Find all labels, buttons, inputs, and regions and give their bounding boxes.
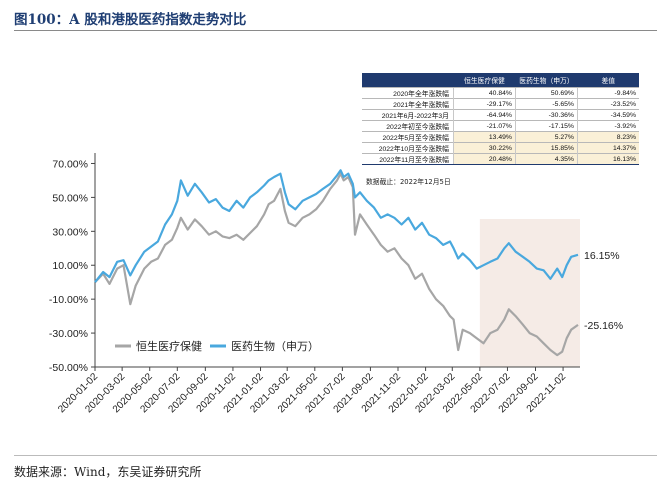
table-header-row: 恒生医疗保健 医药生物（申万） 差值 (362, 73, 639, 88)
table-cell-sw: 5.27% (514, 131, 578, 143)
y-tick-label: 10.00% (52, 260, 88, 272)
table-cell-sw: 50.69% (514, 87, 578, 99)
figure-title: 图100：A 股和港股医药指数走势对比 (14, 12, 247, 28)
table-header-diff: 差值 (577, 73, 639, 88)
y-tick-label: -10.00% (49, 294, 88, 306)
table-header-hs: 恒生医疗保健 (453, 73, 516, 88)
source-rule (14, 455, 657, 456)
y-tick-label: 30.00% (52, 226, 88, 238)
table-row: 2022年10月至今涨跌幅 30.22% 15.85% 14.37% (362, 142, 639, 154)
table-row-label: 2022年10月至今涨跌幅 (362, 142, 454, 154)
title-rule (14, 30, 657, 31)
table-cell-diff: 16.13% (576, 153, 639, 165)
table-cell-sw: -17.15% (514, 120, 578, 132)
summary-table: 恒生医疗保健 医药生物（申万） 差值 2020年全年涨跌幅 40.84% 50.69… (362, 73, 639, 165)
series-line-1 (94, 169, 579, 283)
legend-label-0: 恒生医疗保健 (136, 339, 202, 353)
table-cell-sw: -30.36% (514, 109, 578, 121)
table-row-label: 2022年5月至今涨跌幅 (362, 131, 454, 143)
table-cell-diff: -9.84% (576, 87, 639, 99)
series-end-label-0: -25.16% (584, 320, 623, 332)
series-end-label-1: 16.15% (584, 250, 620, 262)
table-cell-diff: 14.37% (576, 142, 639, 154)
table-cell-hs: 40.84% (452, 87, 516, 99)
table-row: 2022年初至今涨跌幅 -21.07% -17.15% -3.92% (362, 120, 639, 132)
y-tick-label: -50.00% (49, 362, 88, 374)
table-row-label: 2022年11月至今涨跌幅 (362, 153, 454, 165)
table-cell-diff: 8.23% (576, 131, 639, 143)
y-tick-label: 70.00% (52, 158, 88, 170)
table-header-blank (362, 73, 454, 88)
source-note: 数据来源：Wind，东吴证券研究所 (14, 465, 202, 479)
table-row: 2022年5月至今涨跌幅 13.49% 5.27% 8.23% (362, 131, 639, 143)
table-row: 2020年全年涨跌幅 40.84% 50.69% -9.84% (362, 87, 639, 99)
table-row-label: 2021年全年涨跌幅 (362, 98, 454, 110)
table-cell-hs: 30.22% (452, 142, 516, 154)
table-cell-sw: 15.85% (514, 142, 578, 154)
y-tick-label: -30.00% (49, 328, 88, 340)
table-row: 2021年全年涨跌幅 -29.17% -5.65% -23.52% (362, 98, 639, 110)
table-cell-diff: -3.92% (576, 120, 639, 132)
legend-label-1: 医药生物（申万） (231, 339, 319, 353)
table-body: 2020年全年涨跌幅 40.84% 50.69% -9.84% 2021年全年涨跌幅 -2… (362, 87, 639, 165)
table-row: 2022年11月至今涨跌幅 20.48% 4.35% 16.13% (362, 153, 639, 165)
table-cell-diff: -34.59% (576, 109, 639, 121)
table-row-label: 2020年全年涨跌幅 (362, 87, 454, 99)
table-cell-hs: -21.07% (452, 120, 516, 132)
table-cell-hs: 20.48% (452, 153, 516, 165)
highlight-region (479, 219, 580, 367)
table-cell-hs: -29.17% (452, 98, 516, 110)
y-tick-label: 50.00% (52, 192, 88, 204)
series-line-0 (94, 172, 579, 357)
table-row-label: 2021年6月-2022年3月 (362, 109, 454, 121)
data-cutoff-note: 数据截止：2022年12月5日 (366, 178, 451, 186)
table-row-label: 2022年初至今涨跌幅 (362, 120, 454, 132)
table-header-sw: 医药生物（申万） (515, 73, 578, 88)
table-cell-hs: -64.94% (452, 109, 516, 121)
table-cell-sw: 4.35% (514, 153, 578, 165)
table-cell-sw: -5.65% (514, 98, 578, 110)
table-row: 2021年6月-2022年3月 -64.94% -30.36% -34.59% (362, 109, 639, 121)
table-cell-hs: 13.49% (452, 131, 516, 143)
table-cell-diff: -23.52% (576, 98, 639, 110)
